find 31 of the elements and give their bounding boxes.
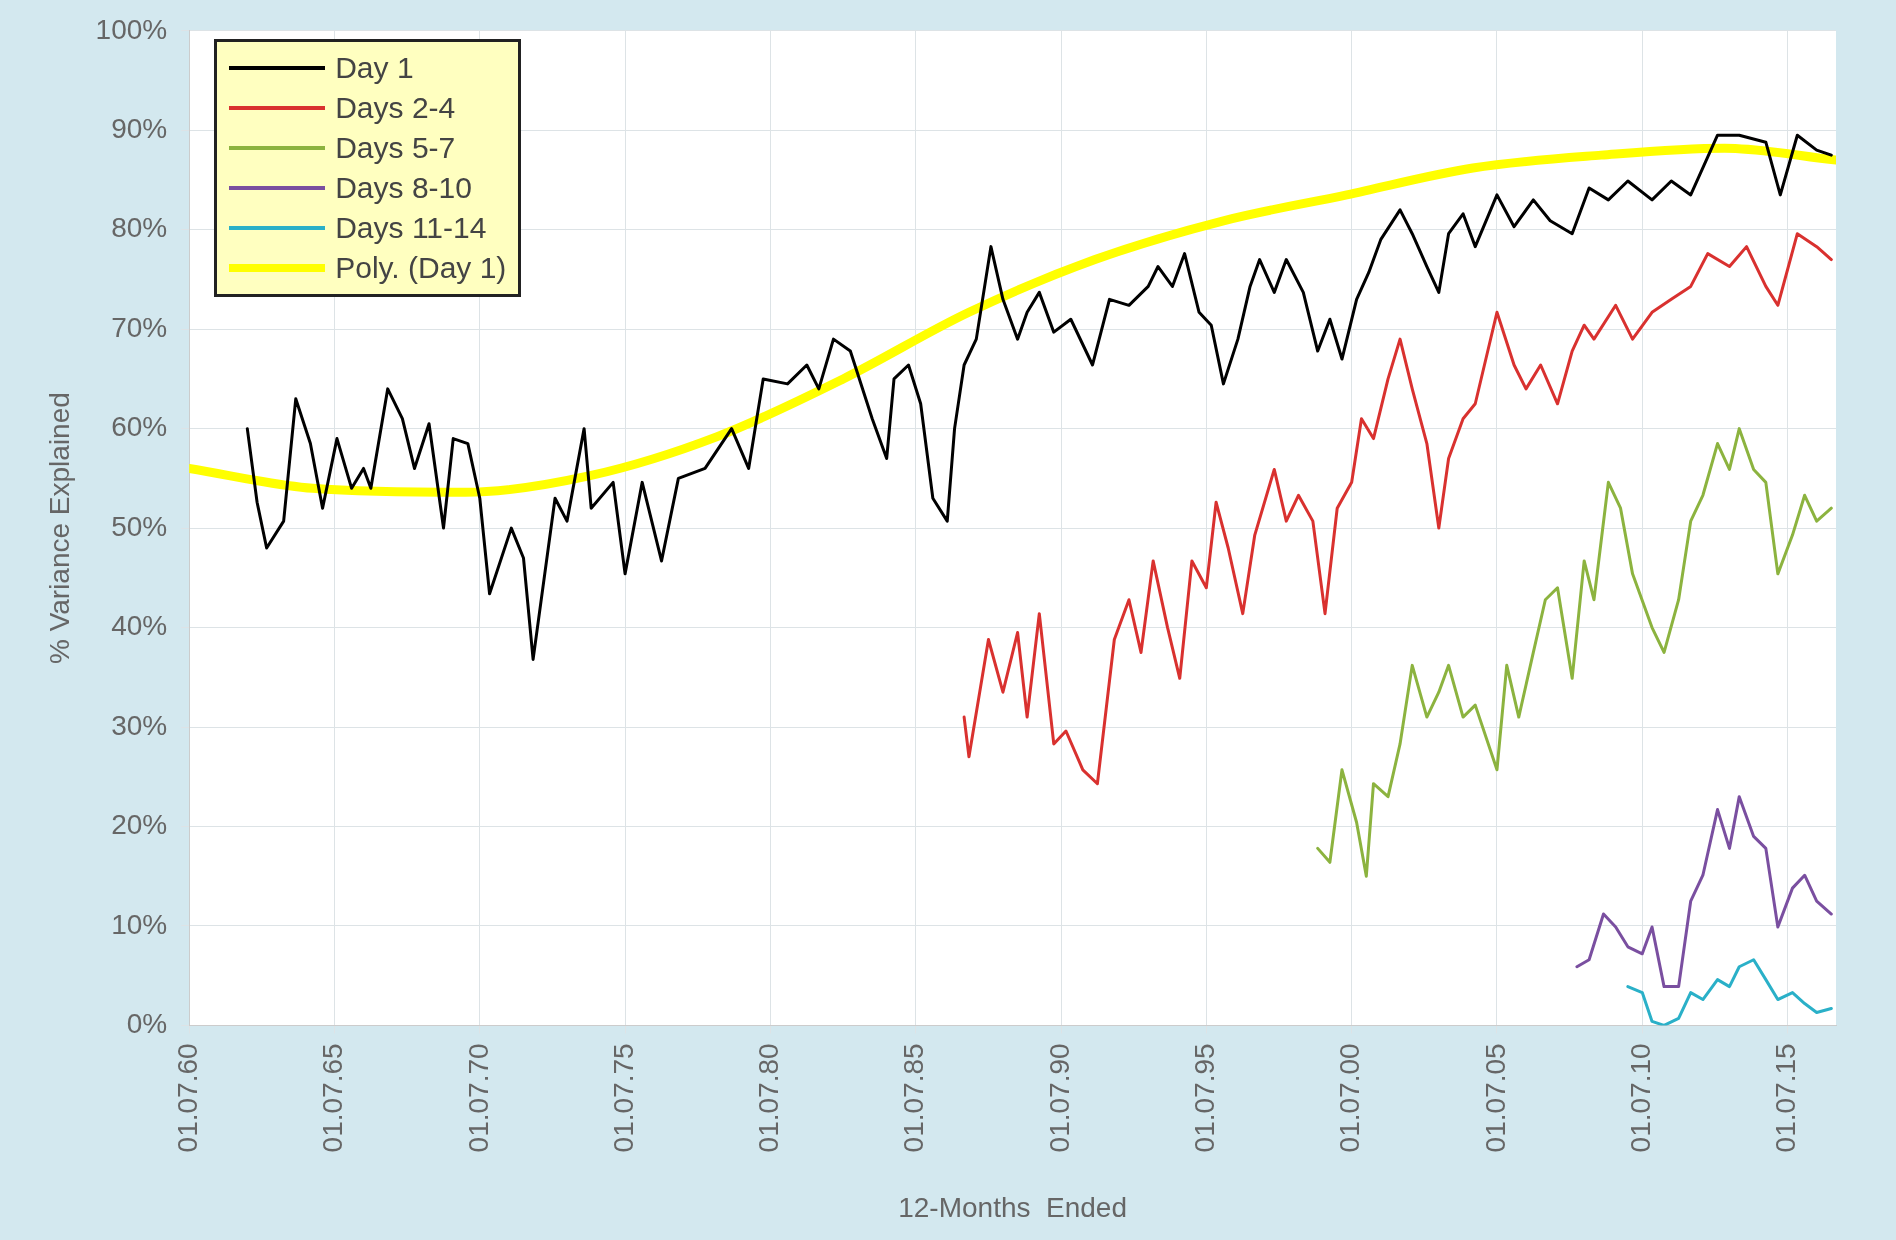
legend-label: Days 11-14 [335,210,487,245]
y-axis-title: % Variance Explained [43,392,75,665]
legend-label: Day 1 [335,50,414,85]
legend-label: Days 2-4 [335,90,456,125]
y-tick-label: 0% [126,1008,168,1040]
legend-label: Days 5-7 [335,130,456,165]
y-tick-label: 90% [111,112,168,144]
x-tick-label: 01.07.90 [1043,1043,1075,1153]
y-tick-label: 60% [111,411,168,443]
x-tick-label: 01.07.95 [1189,1043,1221,1153]
x-tick-label: 01.07.65 [317,1043,349,1153]
x-axis-title: 12-Months Ended [898,1191,1128,1223]
y-tick-label: 50% [111,510,168,542]
x-tick-label: 01.07.00 [1334,1043,1366,1153]
legend-label: Poly. (Day 1) [335,250,507,285]
y-tick-label: 70% [111,311,168,343]
x-tick-label: 01.07.15 [1770,1043,1802,1153]
x-tick-label: 01.07.85 [898,1043,930,1153]
x-tick-label: 01.07.80 [753,1043,785,1153]
x-tick-label: 01.07.10 [1624,1043,1656,1153]
x-tick-label: 01.07.70 [462,1043,494,1153]
x-tick-label: 01.07.75 [607,1043,639,1153]
y-tick-label: 40% [111,610,168,642]
x-tick-label: 01.07.05 [1479,1043,1511,1153]
y-tick-label: 30% [111,709,168,741]
legend-label: Days 8-10 [335,170,472,205]
y-tick-label: 80% [111,212,168,244]
y-tick-label: 10% [111,908,168,940]
y-tick-label: 20% [111,809,168,841]
y-tick-label: 100% [95,13,168,45]
x-tick-label: 01.07.60 [171,1043,203,1153]
